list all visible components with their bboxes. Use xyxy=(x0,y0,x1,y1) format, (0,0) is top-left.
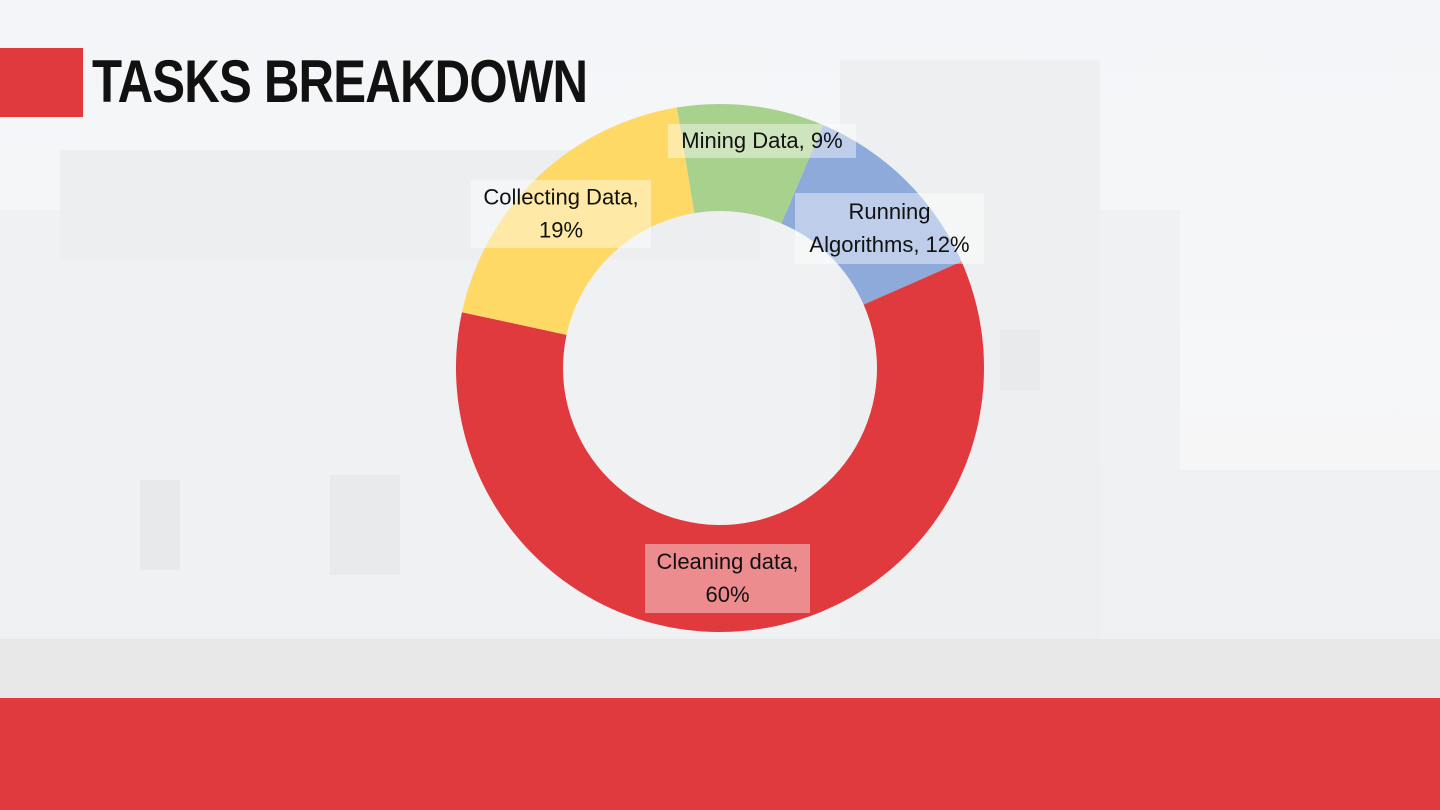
data-label-background xyxy=(668,124,856,158)
donut-slice-running-algorithms xyxy=(781,124,962,305)
data-label-cleaning-data: Cleaning data, 60% xyxy=(645,544,810,613)
data-label-running-algorithms: Running Algorithms, 12% xyxy=(795,193,984,264)
data-label-text: Collecting Data, xyxy=(483,185,638,210)
data-label-text: Mining Data, 9% xyxy=(681,128,842,153)
data-label-background xyxy=(471,180,651,248)
data-label-text: Cleaning data, xyxy=(657,549,799,574)
donut-slice-collecting-data xyxy=(461,107,695,335)
data-label-collecting-data: Collecting Data, 19% xyxy=(471,180,651,248)
data-label-text: 19% xyxy=(539,218,583,243)
donut-slice-mining-data xyxy=(676,104,824,224)
footer-red-band xyxy=(0,698,1440,810)
donut-slices xyxy=(456,104,984,632)
data-label-background xyxy=(645,544,810,613)
slide-title: TASKS BREAKDOWN xyxy=(92,48,588,115)
footer-gray-band xyxy=(0,639,1440,698)
data-label-text: Algorithms, 12% xyxy=(809,232,969,257)
data-label-text: Running xyxy=(849,199,931,224)
donut-slice-cleaning-data xyxy=(456,261,984,632)
data-label-background xyxy=(795,193,984,264)
data-label-mining-data: Mining Data, 9% xyxy=(668,124,856,158)
data-label-text: 60% xyxy=(705,582,749,607)
title-accent-block xyxy=(0,48,83,117)
